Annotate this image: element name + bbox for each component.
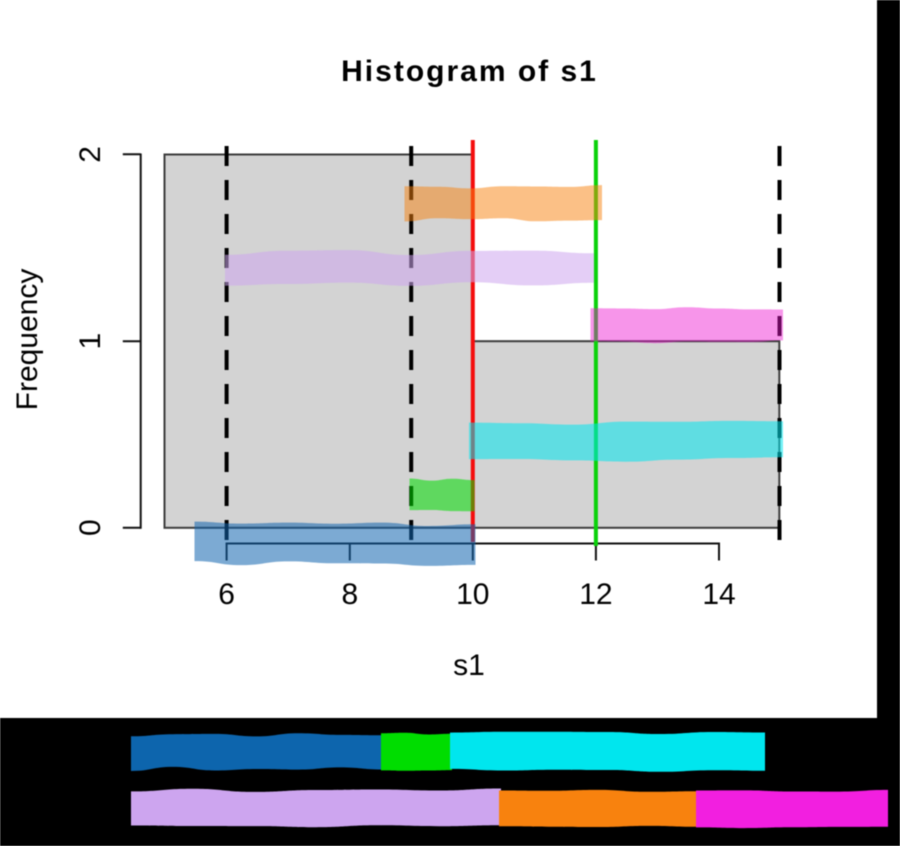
svg-text:0: 0 <box>74 519 107 536</box>
svg-text:s1: s1 <box>453 649 485 682</box>
svg-text:2: 2 <box>74 146 107 163</box>
svg-text:12: 12 <box>579 578 612 611</box>
svg-text:6: 6 <box>218 578 235 611</box>
svg-text:10: 10 <box>456 578 489 611</box>
svg-text:8: 8 <box>341 578 358 611</box>
svg-text:14: 14 <box>702 578 735 611</box>
svg-text:1: 1 <box>74 333 107 350</box>
svg-text:Histogram of s1: Histogram of s1 <box>341 55 598 88</box>
svg-text:Frequency: Frequency <box>11 269 44 411</box>
